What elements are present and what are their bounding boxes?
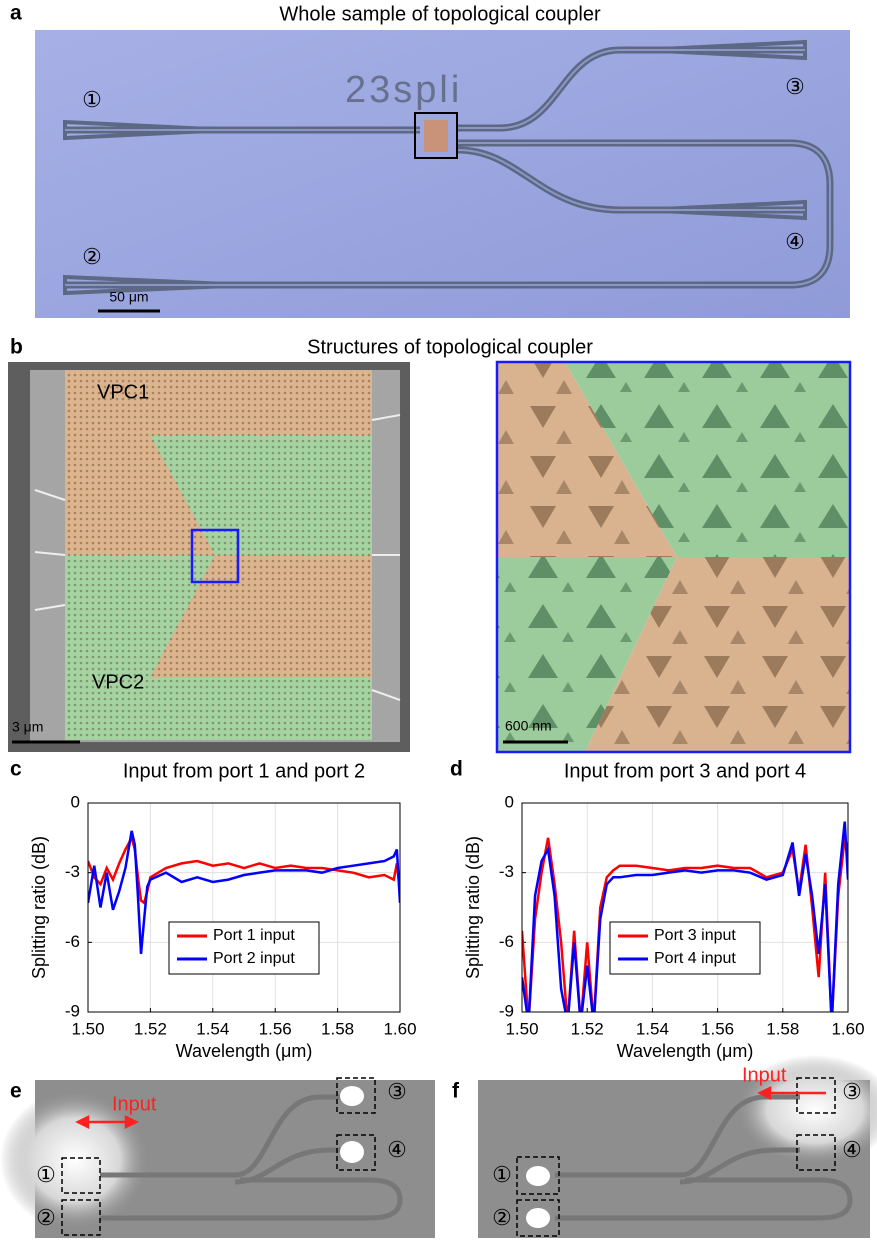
port-label: ④ — [785, 229, 805, 254]
panel-title: Structures of topological coupler — [307, 336, 593, 358]
scale-label: 50 μm — [109, 289, 148, 305]
region-label: VPC1 — [97, 381, 149, 403]
series-line — [88, 830, 400, 955]
x-tick-label: 1.60 — [831, 1019, 864, 1038]
panel-label: b — [10, 336, 23, 359]
panel-label: c — [10, 758, 22, 781]
series-line — [88, 834, 400, 905]
input-label: Input — [742, 1064, 787, 1086]
y-tick-label: -9 — [65, 1001, 80, 1020]
micrograph — [35, 30, 850, 318]
input-arrow — [75, 1114, 139, 1130]
output-spot — [340, 1086, 364, 1106]
x-tick-label: 1.50 — [505, 1019, 538, 1038]
panel-label: d — [450, 758, 463, 781]
chart-title: Input from port 1 and port 2 — [123, 760, 365, 782]
port-boxes — [516, 1077, 836, 1237]
x-tick-label: 1.60 — [383, 1019, 416, 1038]
x-axis-label: Wavelength (μm) — [617, 1041, 754, 1061]
port-label: ① — [82, 87, 102, 112]
output-spot — [340, 1141, 364, 1163]
y-tick-label: 0 — [505, 792, 514, 811]
port-label: ③ — [785, 74, 805, 99]
port-label: ④ — [387, 1137, 407, 1162]
y-tick-label: -3 — [65, 862, 80, 881]
port-boxes — [61, 1077, 376, 1236]
y-tick-label: -6 — [65, 932, 80, 951]
input-arrow — [757, 1085, 826, 1101]
y-axis-label: Splitting ratio (dB) — [463, 836, 483, 979]
chart-title: Input from port 3 and port 4 — [564, 760, 806, 782]
chip-text: 23spli — [345, 69, 462, 111]
x-tick-label: 1.50 — [71, 1019, 104, 1038]
y-tick-label: -3 — [499, 862, 514, 881]
region-label: VPC2 — [92, 671, 144, 693]
y-tick-label: -6 — [499, 932, 514, 951]
x-tick-label: 1.58 — [766, 1019, 799, 1038]
x-axis-label: Wavelength (μm) — [176, 1041, 313, 1061]
output-spot — [526, 1208, 550, 1228]
legend-box — [168, 921, 320, 975]
panel-label: a — [10, 2, 22, 25]
port-label: ① — [492, 1162, 512, 1187]
x-tick-label: 1.52 — [571, 1019, 604, 1038]
port-label: ② — [492, 1205, 512, 1230]
coupler — [424, 120, 448, 152]
port-label: ② — [82, 244, 102, 269]
port-label: ③ — [387, 1079, 407, 1104]
legend-label: Port 2 input — [213, 950, 295, 967]
y-tick-label: 0 — [71, 792, 80, 811]
plot-area — [88, 803, 400, 1012]
x-tick-label: 1.54 — [196, 1019, 229, 1038]
x-tick-label: 1.56 — [259, 1019, 292, 1038]
y-axis-label: Splitting ratio (dB) — [29, 836, 49, 979]
zoom-frame — [495, 360, 852, 754]
legend-label: Port 3 input — [654, 927, 736, 944]
hole-pattern — [65, 370, 372, 740]
series-line — [522, 821, 848, 1012]
scale-label: 3 μm — [12, 719, 43, 735]
waveguide-core — [65, 49, 831, 286]
panel-title: Whole sample of topological coupler — [279, 3, 601, 25]
input-glow — [735, 1055, 877, 1165]
y-tick-label: -9 — [499, 1001, 514, 1020]
panel-label: f — [452, 1080, 460, 1103]
axes-frame — [521, 802, 849, 1013]
x-tick-label: 1.56 — [701, 1019, 734, 1038]
waveguides — [555, 1094, 853, 1221]
zoom-box — [414, 112, 458, 159]
access-waveguides — [34, 414, 401, 701]
x-tick-label: 1.58 — [321, 1019, 354, 1038]
waveguides — [100, 1094, 403, 1221]
port-label: ④ — [842, 1137, 862, 1162]
x-tick-label: 1.54 — [636, 1019, 669, 1038]
axes-frame — [87, 802, 401, 1013]
input-glow — [0, 1090, 150, 1230]
port-label: ① — [36, 1162, 56, 1187]
panel-label: e — [10, 1080, 22, 1103]
output-spot — [526, 1166, 550, 1186]
zoom-box — [190, 528, 240, 584]
port-label: ③ — [842, 1079, 862, 1104]
scale-label: 600 nm — [505, 718, 552, 734]
legend-label: Port 4 input — [654, 950, 736, 967]
legend-label: Port 1 input — [213, 927, 295, 944]
series-line — [522, 837, 848, 1012]
port-label: ② — [36, 1205, 56, 1230]
x-tick-label: 1.52 — [134, 1019, 167, 1038]
legend-box — [609, 921, 761, 975]
input-label: Input — [112, 1093, 157, 1115]
